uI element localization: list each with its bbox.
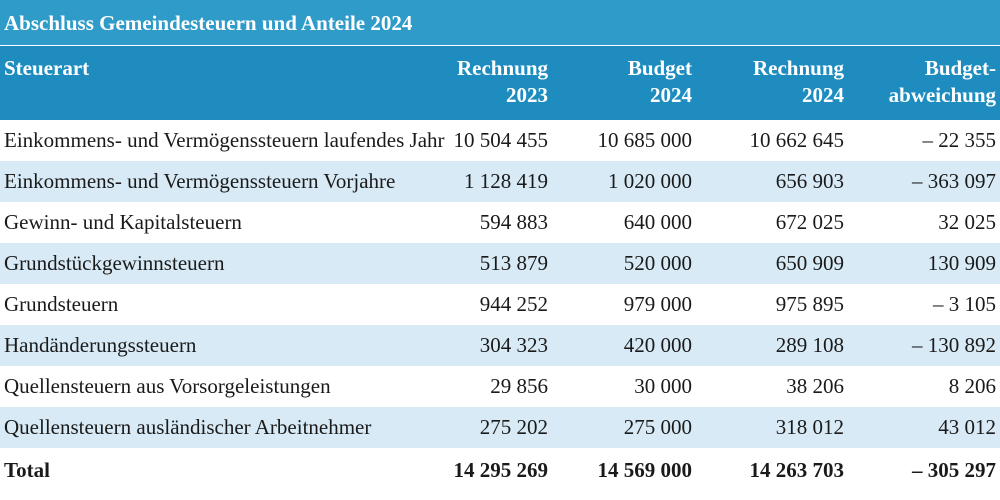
table-row: Einkommens- und Vermögenssteuern laufend… [0,120,1000,161]
table-row: Grundstückgewinnsteuern 513 879 520 000 … [0,243,1000,284]
cell-budget-2024: 520 000 [623,251,692,275]
cell-budgetabweichung: – 3 105 [933,292,996,316]
cell-budget-2024: 420 000 [623,333,692,357]
cell-budgetabweichung: – 130 892 [912,333,996,357]
row-label: Gewinn- und Kapitalsteuern [4,210,242,234]
header-rechnung-2023: Rechnung 2023 [457,55,548,109]
cell-budgetabweichung: 32 025 [938,210,996,234]
total-rechnung-2024: 14 263 703 [749,458,845,482]
row-label: Grundstückgewinnsteuern [4,251,225,275]
cell-rechnung-2024: 975 895 [775,292,844,316]
cell-budgetabweichung: – 22 355 [922,128,997,152]
row-label: Einkommens- und Vermögenssteuern Vorjahr… [4,169,396,193]
cell-rechnung-2023: 29 856 [490,374,548,398]
total-rechnung-2023: 14 295 269 [453,458,549,482]
header-steuerart: Steuerart [4,56,90,80]
cell-budget-2024: 640 000 [623,210,692,234]
cell-rechnung-2023: 513 879 [479,251,548,275]
header-budgetabweichung-line2: abweichung [888,83,996,107]
row-label: Grundsteuern [4,292,119,316]
header-rechnung-2024: Rechnung 2024 [753,55,844,109]
header-rechnung-2024-line2: 2024 [802,83,844,107]
total-budget-2024: 14 569 000 [597,458,693,482]
cell-budgetabweichung: – 363 097 [912,169,996,193]
header-rechnung-2023-line1: Rechnung [456,56,548,80]
table-row: Quellensteuern ausländischer Arbeitnehme… [0,407,1000,448]
table-title: Abschluss Gemeindesteuern und Anteile 20… [0,0,1000,46]
cell-budgetabweichung: 130 909 [927,251,996,275]
header-rechnung-2023-line2: 2023 [506,83,548,107]
total-budgetabweichung: – 305 297 [912,458,996,482]
header-budget-2024: Budget 2024 [628,55,692,109]
row-label: Quellensteuern ausländischer Arbeitnehme… [4,415,372,439]
cell-budget-2024: 275 000 [623,415,692,439]
cell-rechnung-2023: 10 504 455 [453,128,549,152]
table-row: Quellensteuern aus Vorsorgeleistungen 29… [0,366,1000,407]
row-label: Quellensteuern aus Vorsorgeleistungen [4,374,331,398]
table-row: Gewinn- und Kapitalsteuern 594 883 640 0… [0,202,1000,243]
cell-rechnung-2024: 10 662 645 [749,128,845,152]
header-budget-2024-line2: 2024 [650,83,692,107]
cell-budget-2024: 10 685 000 [597,128,693,152]
cell-rechnung-2023: 275 202 [479,415,548,439]
row-label: Handänderungssteuern [4,333,197,357]
row-label: Einkommens- und Vermögenssteuern laufend… [4,128,445,152]
cell-rechnung-2023: 944 252 [479,292,548,316]
cell-rechnung-2024: 38 206 [786,374,844,398]
cell-budget-2024: 979 000 [623,292,692,316]
header-rechnung-2024-line1: Rechnung [752,56,844,80]
header-budgetabweichung: Budget- abweichung [889,55,996,109]
cell-rechnung-2023: 594 883 [479,210,548,234]
table-header: Steuerart Rechnung 2023 Budget 2024 Rech… [0,46,1000,120]
cell-rechnung-2024: 672 025 [775,210,844,234]
total-row: Total 14 295 269 14 569 000 14 263 703 –… [0,448,1000,492]
cell-rechnung-2024: 318 012 [775,415,844,439]
cell-rechnung-2024: 656 903 [775,169,844,193]
header-budgetabweichung-line1: Budget- [924,56,996,80]
total-label: Total [4,458,50,482]
table-row: Handänderungssteuern 304 323 420 000 289… [0,325,1000,366]
cell-rechnung-2024: 650 909 [775,251,844,275]
cell-budget-2024: 1 020 000 [608,169,692,193]
cell-rechnung-2023: 1 128 419 [464,169,548,193]
cell-budgetabweichung: 43 012 [938,415,996,439]
cell-rechnung-2024: 289 108 [775,333,844,357]
cell-rechnung-2023: 304 323 [479,333,548,357]
cell-budgetabweichung: 8 206 [948,374,996,398]
cell-budget-2024: 30 000 [634,374,692,398]
table-row: Grundsteuern 944 252 979 000 975 895 – 3… [0,284,1000,325]
header-budget-2024-line1: Budget [627,56,692,80]
table-row: Einkommens- und Vermögenssteuern Vorjahr… [0,161,1000,202]
